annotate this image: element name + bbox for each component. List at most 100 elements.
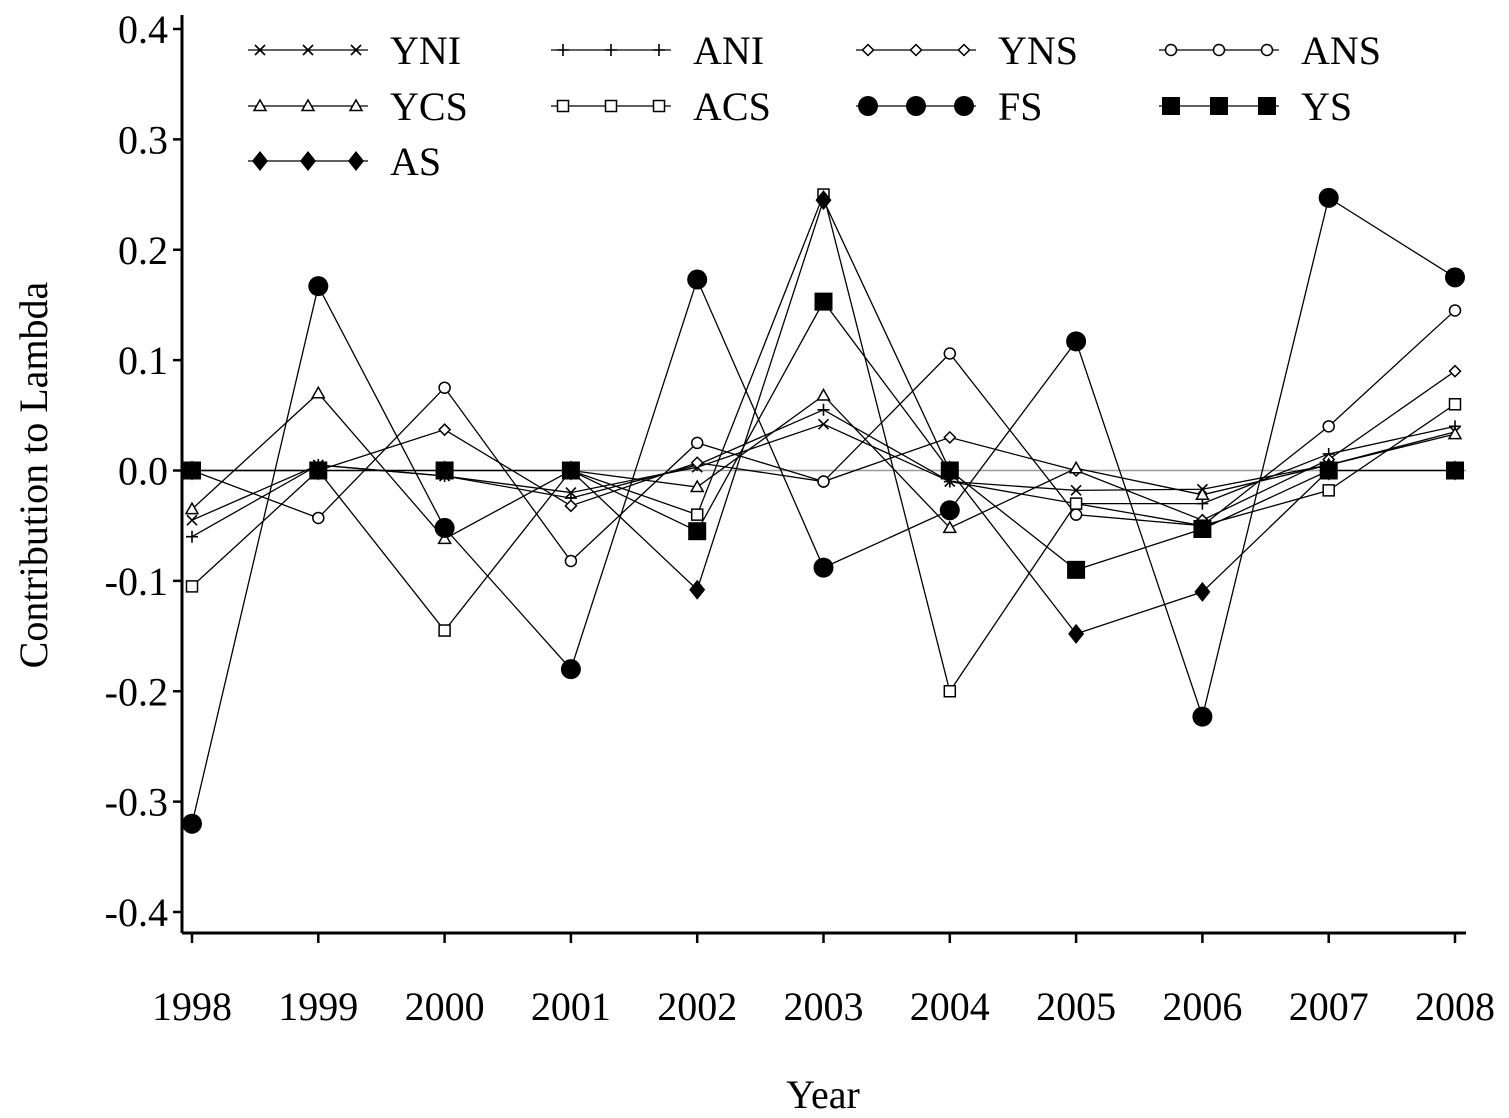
data-point <box>556 99 570 113</box>
y-tick-label: 0.0 <box>118 449 168 494</box>
data-point <box>438 381 451 394</box>
data-point <box>438 624 451 637</box>
data-point <box>300 151 316 171</box>
x-tick-label: 1999 <box>278 984 358 1029</box>
data-point <box>1318 187 1339 208</box>
x-tick-label: 2005 <box>1036 984 1116 1029</box>
data-point <box>438 423 452 437</box>
y-tick-label: -0.3 <box>105 780 168 825</box>
data-point <box>311 385 326 399</box>
x-tick-label: 1998 <box>152 984 232 1029</box>
data-point <box>817 418 830 430</box>
series-layer <box>182 187 1465 834</box>
legend: YNI ANI YNS ANS YCS ACS FS YS AS <box>248 28 1381 184</box>
legend-item-ys: YS <box>1159 84 1352 129</box>
data-point <box>1260 43 1274 57</box>
data-point <box>652 99 666 113</box>
data-point <box>185 580 199 593</box>
legend-label: FS <box>998 84 1043 129</box>
legend-item-fs: FS <box>856 84 1043 129</box>
y-tick-label: -0.1 <box>105 559 168 604</box>
data-point <box>300 98 316 112</box>
axes: -0.4 -0.3 -0.2 -0.1 0.0 0.1 0.2 0.3 0.4 1998 1999 2… <box>105 7 1495 1029</box>
y-tick-label: 0.2 <box>118 228 168 273</box>
series-fs <box>182 187 1465 834</box>
data-point <box>814 292 833 311</box>
series-line <box>191 309 1456 562</box>
data-point <box>1448 304 1462 317</box>
data-point <box>1193 519 1212 538</box>
data-point <box>817 403 830 416</box>
data-point <box>943 685 957 698</box>
legend-label: YNI <box>390 28 461 73</box>
data-point <box>1448 398 1462 411</box>
y-tick-label: 0.4 <box>118 7 168 52</box>
legend-label: YCS <box>390 84 468 129</box>
data-point <box>557 44 569 56</box>
data-point <box>1070 484 1082 496</box>
data-point <box>562 460 579 481</box>
data-point <box>858 96 878 116</box>
data-point <box>690 508 704 521</box>
data-point <box>690 456 704 470</box>
legend-label: ANS <box>1301 28 1381 73</box>
legend-item-acs: ACS <box>551 84 771 129</box>
data-point <box>302 44 314 56</box>
y-tick-label: 0.1 <box>118 338 168 383</box>
data-point <box>1210 97 1228 115</box>
data-point <box>564 554 578 568</box>
data-point <box>689 579 706 600</box>
data-point <box>184 501 200 515</box>
data-point <box>943 347 957 360</box>
data-point <box>943 430 957 444</box>
data-point <box>816 387 831 401</box>
series-line <box>191 196 1456 824</box>
data-point <box>1212 43 1226 57</box>
data-point <box>942 520 958 534</box>
data-point <box>939 500 960 521</box>
data-point <box>1069 508 1083 521</box>
data-point <box>308 276 329 297</box>
data-point <box>348 98 364 112</box>
data-point <box>1066 331 1087 352</box>
data-point <box>564 499 578 513</box>
data-point <box>348 151 364 171</box>
data-point <box>1164 43 1178 57</box>
data-point <box>909 43 923 57</box>
data-point <box>252 98 268 112</box>
series-line <box>191 423 1456 521</box>
x-tick-label: 2008 <box>1415 984 1495 1029</box>
data-point <box>957 43 971 57</box>
data-point <box>1069 497 1083 510</box>
data-point <box>1445 267 1465 288</box>
x-tick-label: 2004 <box>910 984 990 1029</box>
data-point <box>689 479 705 493</box>
data-point <box>906 96 926 116</box>
data-point <box>1195 487 1210 501</box>
y-tick-label: -0.4 <box>105 890 168 935</box>
data-point <box>434 517 455 538</box>
y-tick-label: 0.3 <box>118 117 168 162</box>
data-point <box>813 557 834 578</box>
data-point <box>1192 706 1213 727</box>
data-point <box>1194 581 1211 602</box>
y-tick-label: -0.2 <box>105 669 168 714</box>
legend-item-yni: YNI <box>248 28 461 73</box>
legend-label: YS <box>1301 84 1352 129</box>
data-point <box>817 475 830 488</box>
series-line <box>191 409 1456 538</box>
data-point <box>653 44 665 56</box>
series-line <box>191 192 1456 693</box>
series-line <box>192 300 1455 571</box>
data-point <box>186 514 198 526</box>
data-point <box>436 460 453 481</box>
data-point <box>1258 97 1276 115</box>
data-point <box>1447 460 1463 481</box>
data-point <box>1322 484 1335 497</box>
data-point <box>815 190 832 211</box>
series-as <box>184 190 1463 644</box>
x-tick-label: 2003 <box>784 984 864 1029</box>
x-tick-label: 2001 <box>531 984 611 1029</box>
series-ycs <box>184 385 1463 545</box>
